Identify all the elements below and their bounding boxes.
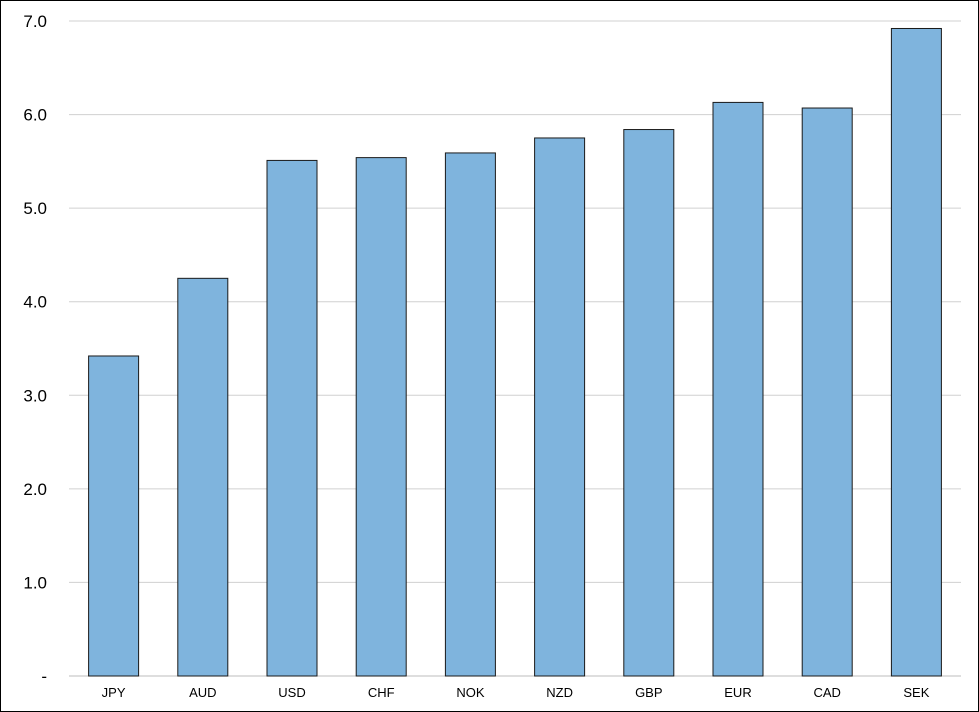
bar-aud [177, 277, 229, 677]
y-tick-label: 3.0 [23, 386, 47, 405]
bar-jpy [88, 355, 140, 677]
bar-sek [890, 27, 942, 677]
bar-usd [266, 159, 318, 677]
x-axis-categories: JPY AUD USD CHF NOK NZD GBP EUR CAD SEK [102, 685, 930, 700]
y-tick-label: 7.0 [23, 12, 47, 31]
y-tick-label: 2.0 [23, 480, 47, 499]
bar-gbp [623, 129, 675, 677]
y-tick-label: 4.0 [23, 293, 47, 312]
x-category-label: EUR [724, 685, 751, 700]
x-category-label: NZD [546, 685, 573, 700]
y-tick-label: - [41, 667, 47, 686]
y-axis-ticks: - 1.0 2.0 3.0 4.0 5.0 6.0 7.0 [23, 12, 47, 686]
bar-nok [444, 152, 496, 677]
x-category-label: CHF [368, 685, 395, 700]
bar-nzd [534, 137, 586, 677]
bar-cad [801, 107, 853, 677]
x-category-label: USD [278, 685, 305, 700]
x-category-label: GBP [635, 685, 662, 700]
y-tick-label: 1.0 [23, 573, 47, 592]
y-tick-label: 5.0 [23, 199, 47, 218]
y-tick-label: 6.0 [23, 106, 47, 125]
x-category-label: JPY [102, 685, 126, 700]
bar-eur [712, 101, 764, 677]
x-category-label: CAD [813, 685, 840, 700]
bar-chf [355, 157, 407, 677]
x-category-label: SEK [903, 685, 929, 700]
bars [88, 27, 942, 677]
x-category-label: AUD [189, 685, 216, 700]
x-category-label: NOK [456, 685, 485, 700]
